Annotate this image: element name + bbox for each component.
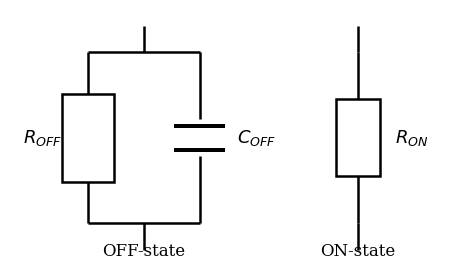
Text: ON-state: ON-state xyxy=(320,243,396,260)
Text: $C_{OFF}$: $C_{OFF}$ xyxy=(237,128,276,147)
Text: $R_{ON}$: $R_{ON}$ xyxy=(395,128,429,147)
Bar xyxy=(336,99,381,176)
Bar xyxy=(63,94,114,182)
Text: OFF-state: OFF-state xyxy=(102,243,185,260)
Text: $R_{OFF}$: $R_{OFF}$ xyxy=(23,128,62,147)
